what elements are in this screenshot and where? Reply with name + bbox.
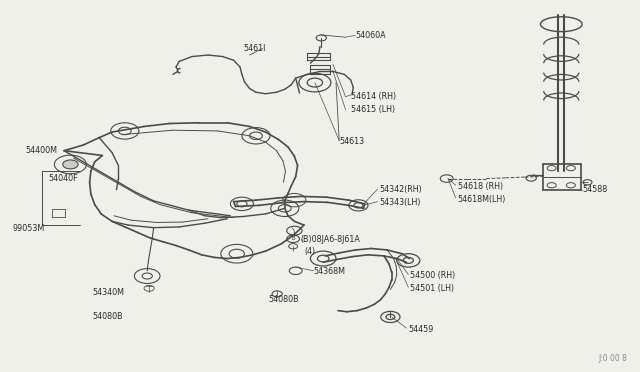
Text: 54618 (RH): 54618 (RH)	[458, 182, 503, 190]
Text: 5461I: 5461I	[243, 44, 266, 53]
Text: 54613: 54613	[339, 137, 364, 146]
Text: 54618M(LH): 54618M(LH)	[458, 195, 506, 203]
Text: 54615 (LH): 54615 (LH)	[351, 105, 395, 114]
Text: 54080B: 54080B	[269, 295, 300, 304]
Text: 54343(LH): 54343(LH)	[379, 198, 420, 207]
Text: 54368M: 54368M	[314, 267, 346, 276]
Text: 54459: 54459	[408, 325, 434, 334]
Text: J:0 00 8: J:0 00 8	[598, 354, 627, 363]
Text: 54588: 54588	[582, 185, 607, 194]
Text: 54060A: 54060A	[355, 31, 386, 40]
Text: 54500 (RH): 54500 (RH)	[410, 271, 455, 280]
Circle shape	[63, 160, 78, 169]
Text: 54342(RH): 54342(RH)	[379, 185, 422, 194]
Text: (4): (4)	[305, 247, 316, 256]
Text: 54040F: 54040F	[48, 174, 77, 183]
Text: 54501 (LH): 54501 (LH)	[410, 284, 454, 293]
Text: 54400M: 54400M	[26, 146, 58, 155]
Text: (B)08JA6-8J61A: (B)08JA6-8J61A	[301, 235, 361, 244]
Text: B: B	[291, 236, 295, 241]
Text: 54614 (RH): 54614 (RH)	[351, 92, 396, 101]
Text: 54340M: 54340M	[93, 288, 125, 296]
Text: 99053M: 99053M	[13, 224, 45, 233]
Text: 54080B: 54080B	[93, 312, 124, 321]
